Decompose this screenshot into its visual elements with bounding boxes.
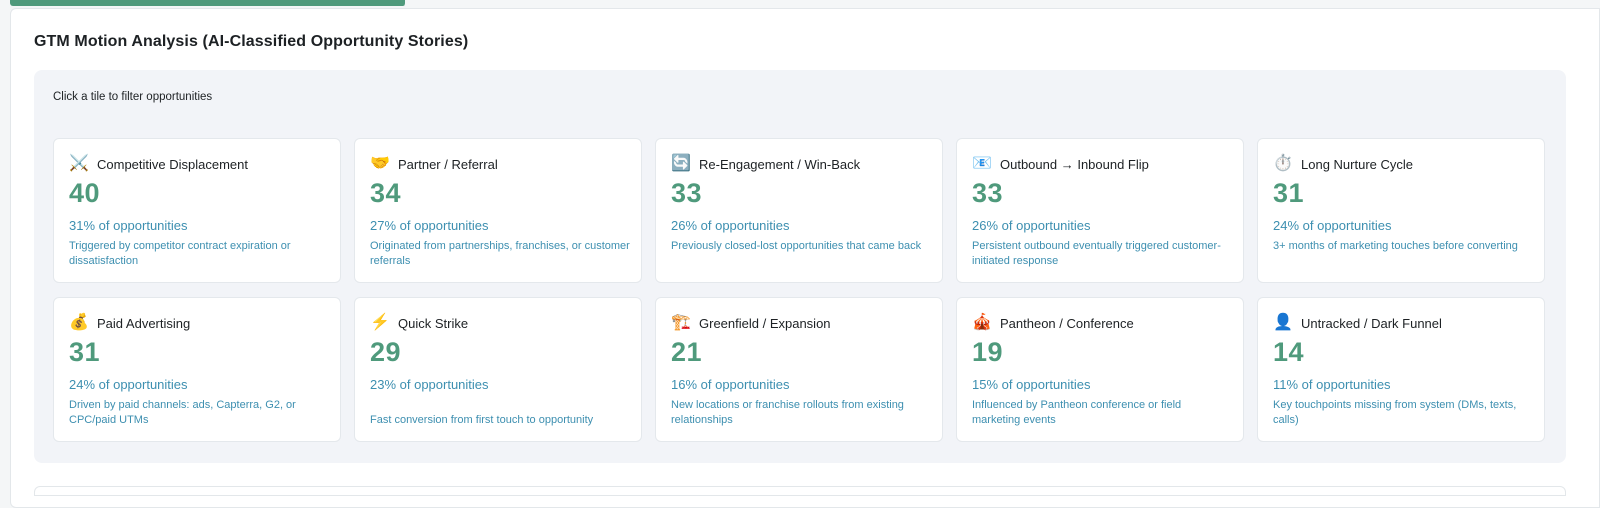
tile-description: New locations or franchise rollouts from… — [671, 399, 904, 426]
crane-icon: 🏗️ — [671, 314, 691, 331]
tile-name: Paid Advertising — [97, 315, 191, 331]
circus-tent-icon: 🎪 — [972, 314, 992, 331]
tile-description: Key touchpoints missing from system (DMs… — [1273, 399, 1517, 426]
tile-header: 📧 Outbound → Inbound Flip — [972, 154, 1149, 174]
tab-strip — [0, 0, 1600, 7]
tile-count: 21 — [671, 337, 703, 367]
motion-tile[interactable]: 🎪 Pantheon / Conference 19 15% of opportuni… — [956, 297, 1244, 442]
tile-header: 🏗️ Greenfield / Expansion — [671, 313, 831, 333]
filter-hint: Click a tile to filter opportunities — [53, 91, 213, 103]
tile-header: 🤝 Partner / Referral — [370, 154, 498, 174]
tile-description: Influenced by Pantheon conference or fie… — [972, 399, 1182, 426]
motion-tile[interactable]: ⏱️ Long Nurture Cycle 31 24% of opportuniti… — [1257, 138, 1545, 283]
motion-tile[interactable]: 🤝 Partner / Referral 34 27% of opportunitie… — [354, 138, 642, 283]
tile-name: Competitive Displacement — [97, 156, 249, 172]
tile-header: 🔄 Re-Engagement / Win-Back — [671, 154, 860, 174]
tile-count: 31 — [1273, 178, 1305, 208]
motion-tile[interactable]: ⚡ Quick Strike 29 23% of opportunities Fast … — [354, 297, 642, 442]
tab-3[interactable] — [799, 0, 1194, 6]
tile-name: Pantheon / Conference — [1000, 315, 1134, 331]
stopwatch-icon: ⏱️ — [1273, 155, 1293, 172]
tile-name: Untracked / Dark Funnel — [1301, 315, 1442, 331]
lightning-icon: ⚡ — [370, 314, 390, 331]
person-silhouette-icon: 👤 — [1273, 314, 1293, 331]
motion-tile[interactable]: 💰 Paid Advertising 31 24% of opportunities D… — [53, 297, 341, 442]
motion-tile[interactable]: ⚔️ Competitive Displacement 40 31% of oppor… — [53, 138, 341, 283]
tile-count: 14 — [1273, 337, 1305, 367]
tile-header: ⚡ Quick Strike — [370, 313, 468, 333]
motion-tile[interactable]: 🔄 Re-Engagement / Win-Back 33 26% of opport… — [655, 138, 943, 283]
tile-count: 31 — [69, 337, 101, 367]
tile-description: 3+ months of marketing touches before co… — [1273, 240, 1518, 252]
tile-count: 33 — [972, 178, 1004, 208]
tile-name: Partner / Referral — [398, 156, 498, 172]
tile-header: 💰 Paid Advertising — [69, 313, 190, 333]
tab-active[interactable] — [10, 0, 406, 6]
motion-tile[interactable]: 📧 Outbound → Inbound Flip 33 26% of opportu… — [956, 138, 1244, 283]
tile-name: Quick Strike — [398, 315, 469, 331]
crossed-swords-icon: ⚔️ — [69, 155, 89, 172]
tile-description: Triggered by competitor contract expirat… — [69, 240, 291, 267]
tab-4[interactable] — [1193, 0, 1600, 6]
tile-count: 33 — [671, 178, 703, 208]
tile-description: Originated from partnerships, franchises… — [370, 240, 630, 267]
tile-percentage: 16% of opportunities — [671, 377, 790, 392]
motion-tile[interactable]: 🏗️ Greenfield / Expansion 21 16% of opportu… — [655, 297, 943, 442]
tile-percentage: 24% of opportunities — [1273, 218, 1392, 233]
tile-header: ⚔️ Competitive Displacement — [69, 154, 248, 174]
tile-header: 🎪 Pantheon / Conference — [972, 313, 1134, 333]
tile-name: Outbound → Inbound Flip — [1000, 156, 1149, 172]
tile-description: Fast conversion from first touch to oppo… — [370, 414, 594, 426]
tile-name: Greenfield / Expansion — [699, 315, 831, 331]
tile-description: Persistent outbound eventually triggered… — [972, 240, 1221, 267]
tile-header: ⏱️ Long Nurture Cycle — [1273, 154, 1413, 174]
tile-percentage: 26% of opportunities — [671, 218, 790, 233]
next-card — [34, 486, 1566, 496]
tile-count: 40 — [69, 178, 101, 208]
refresh-icon: 🔄 — [671, 155, 691, 172]
tile-name: Re-Engagement / Win-Back — [699, 156, 861, 172]
tile-count: 19 — [972, 337, 1004, 367]
motion-tile[interactable]: 👤 Untracked / Dark Funnel 14 11% of opportu… — [1257, 297, 1545, 442]
tile-percentage: 23% of opportunities — [370, 377, 489, 392]
tab-2[interactable] — [405, 0, 800, 6]
tile-description: Previously closed-lost opportunities tha… — [671, 240, 922, 252]
tile-name: Long Nurture Cycle — [1301, 156, 1413, 172]
email-icon: 📧 — [972, 155, 992, 172]
tile-count: 34 — [370, 178, 402, 208]
tile-percentage: 24% of opportunities — [69, 377, 188, 392]
money-bag-icon: 💰 — [69, 314, 89, 331]
tile-percentage: 15% of opportunities — [972, 377, 1091, 392]
tile-description: Driven by paid channels: ads, Capterra, … — [69, 399, 296, 426]
tile-percentage: 26% of opportunities — [972, 218, 1091, 233]
section-title: GTM Motion Analysis (AI-Classified Oppor… — [34, 33, 469, 50]
tile-count: 29 — [370, 337, 402, 367]
tile-percentage: 31% of opportunities — [69, 218, 188, 233]
tile-percentage: 11% of opportunities — [1273, 377, 1391, 392]
handshake-icon: 🤝 — [370, 155, 390, 172]
tile-percentage: 27% of opportunities — [370, 218, 489, 233]
tile-header: 👤 Untracked / Dark Funnel — [1273, 313, 1442, 333]
